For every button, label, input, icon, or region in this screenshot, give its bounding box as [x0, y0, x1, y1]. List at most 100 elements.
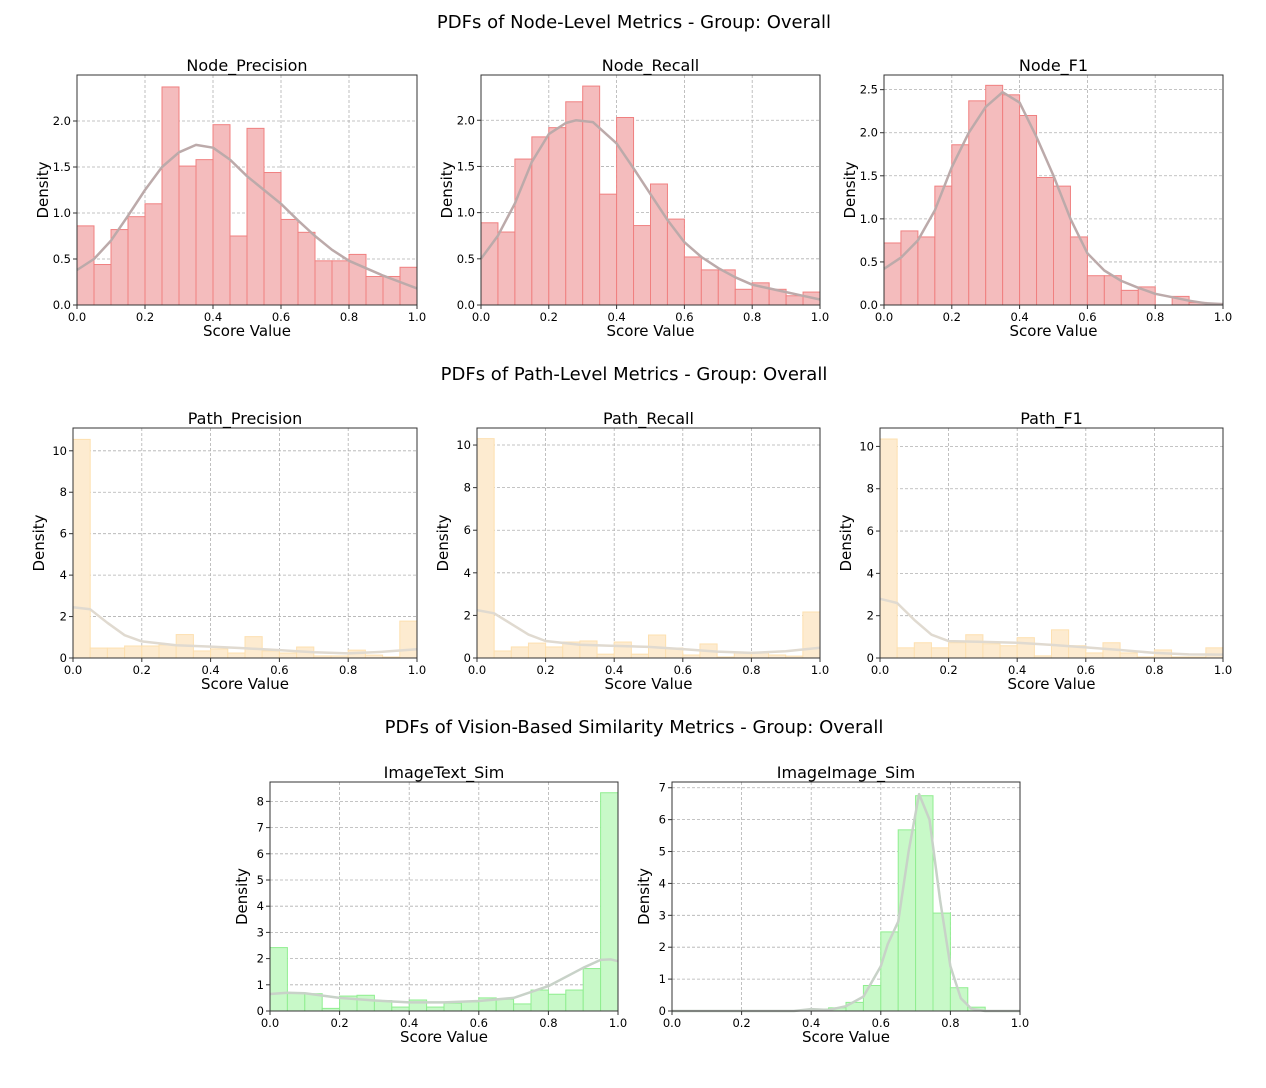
x-tick-label: 0.6 — [872, 1016, 890, 1030]
histogram-bar — [280, 218, 299, 306]
y-tick-label: 2.5 — [860, 83, 878, 97]
histogram-bar — [144, 203, 163, 306]
histogram-bar — [331, 260, 350, 306]
histogram-bar — [596, 653, 615, 659]
histogram-bar — [600, 792, 619, 1012]
y-tick-label: 0.5 — [53, 252, 71, 266]
y-tick-label: 0.0 — [860, 298, 878, 312]
histogram-bar — [476, 438, 495, 659]
y-tick-label: 4 — [60, 568, 67, 582]
axes-frame — [879, 427, 1224, 659]
y-axis-label: Density — [438, 161, 456, 218]
histogram-bar — [495, 998, 515, 1012]
y-tick-label: 1.0 — [860, 212, 878, 226]
subplot-title: Path_Precision — [188, 409, 303, 429]
y-tick-label: 7 — [659, 781, 666, 795]
y-tick-label: 8 — [257, 794, 264, 808]
histogram-bar — [426, 1006, 445, 1012]
x-tick-label: 0.4 — [201, 663, 219, 677]
subplot-path-precision: 0.0 0.2 0.4 0.6 0.8 1.0 0 2 4 6 8 10 Path_Precision S… — [30, 409, 426, 693]
x-tick-label: 1.0 — [811, 310, 829, 324]
subplot-imageimage-sim: 0.0 0.2 0.4 0.6 0.8 1.0 0 1 2 3 4 5 6 7 ImageImage_Sim… — [635, 763, 1029, 1046]
histogram-bar — [527, 642, 547, 659]
subplot-title: Path_F1 — [1020, 409, 1083, 429]
axes-frame — [476, 427, 821, 659]
kde-curve — [479, 119, 821, 301]
axes-frame — [883, 74, 1224, 306]
histogram-bar — [480, 222, 499, 306]
histogram-bar — [460, 1001, 480, 1012]
histogram-bar — [633, 225, 651, 306]
y-tick-label: 8 — [464, 481, 471, 495]
y-tick-label: 3 — [257, 925, 264, 939]
x-tick-label: 0.6 — [674, 663, 692, 677]
x-tick-label: 0.4 — [607, 310, 625, 324]
histogram-bar — [212, 124, 231, 306]
histogram-bar — [365, 275, 384, 306]
y-tick-label: 0 — [867, 651, 874, 665]
x-tick-label: 0.0 — [875, 310, 893, 324]
axes-frame — [671, 781, 1021, 1012]
x-tick-label: 0.4 — [1010, 310, 1028, 324]
y-tick-label: 3 — [659, 908, 666, 922]
histogram-bar — [999, 645, 1018, 659]
x-tick-label: 1.0 — [408, 663, 426, 677]
histogram-bar — [127, 216, 146, 306]
kde-curve — [672, 792, 1020, 1013]
histogram-bar — [982, 643, 1001, 659]
histogram-bar — [497, 231, 516, 306]
x-tick-label: 0.8 — [340, 310, 358, 324]
histogram-bar — [579, 640, 598, 659]
histogram-bar — [1036, 177, 1055, 306]
kde-curve — [269, 958, 619, 1004]
y-tick-label: 10 — [859, 439, 874, 453]
x-tick-label: 0.6 — [270, 663, 288, 677]
x-tick-label: 0.0 — [68, 310, 86, 324]
histogram-bar — [110, 229, 129, 306]
y-tick-label: 2.0 — [53, 114, 71, 128]
histogram-bar — [582, 968, 602, 1012]
histogram-bar — [141, 645, 160, 659]
histogram-bar — [531, 136, 550, 306]
x-tick-label: 0.8 — [539, 1016, 557, 1030]
y-tick-label: 0 — [257, 1004, 264, 1018]
histogram-bar — [178, 165, 197, 306]
x-axis-label: Score Value — [1010, 322, 1098, 340]
y-tick-label: 2 — [867, 609, 874, 623]
histogram-bar — [93, 264, 112, 306]
histogram-bar — [734, 288, 753, 306]
histogram-bar — [356, 994, 375, 1012]
histogram-bar — [917, 236, 936, 306]
x-tick-label: 0.8 — [1146, 310, 1164, 324]
x-tick-label: 0.0 — [472, 310, 490, 324]
y-tick-label: 2.0 — [860, 126, 878, 140]
histogram-bar — [913, 642, 932, 659]
histogram-bar — [880, 931, 899, 1012]
kde-curve — [76, 143, 418, 290]
histogram-bar — [1120, 289, 1139, 306]
kde-curve — [72, 605, 418, 655]
x-tick-label: 0.8 — [941, 1016, 959, 1030]
x-tick-label: 0.0 — [261, 1016, 279, 1030]
histogram-bar — [985, 84, 1004, 306]
x-axis-label: Score Value — [400, 1028, 488, 1046]
histogram-bar — [278, 652, 298, 659]
histogram-bar — [565, 101, 584, 306]
y-tick-label: 2 — [257, 952, 264, 966]
x-tick-label: 0.2 — [133, 663, 151, 677]
histogram-bar — [210, 648, 229, 659]
subplot-node-recall: 0.0 0.2 0.4 0.6 0.8 1.0 0.0 0.5 1.0 1.5 2.0 Node_Re… — [438, 56, 829, 340]
y-axis-label: Density — [34, 161, 52, 218]
histogram-bar — [158, 644, 177, 659]
y-tick-label: 2 — [60, 610, 67, 624]
x-tick-label: 0.2 — [943, 310, 961, 324]
y-axis-label: Density — [837, 514, 855, 571]
histogram-bar — [1002, 94, 1021, 306]
x-axis-label: Score Value — [802, 1028, 890, 1046]
histogram-bar — [195, 159, 214, 306]
histogram-bar — [965, 634, 984, 659]
x-tick-label: 0.0 — [663, 1016, 681, 1030]
histogram-bar — [192, 650, 212, 659]
histogram-bar — [1016, 637, 1035, 659]
